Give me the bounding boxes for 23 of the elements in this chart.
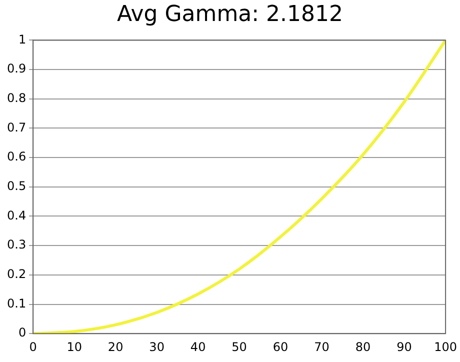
- x-tick-label: 0: [29, 340, 37, 354]
- y-tick-label: 0.9: [6, 62, 26, 76]
- x-tick-label: 20: [108, 340, 124, 354]
- y-tick-label: 0.3: [6, 238, 26, 252]
- y-tick-label: 0.6: [6, 150, 26, 164]
- y-tick-label: 0.1: [6, 296, 26, 310]
- y-tick-label: 0.4: [6, 208, 26, 222]
- y-tick-label: 0.5: [6, 179, 26, 194]
- x-tick-label: 10: [66, 340, 82, 354]
- y-tick-label: 0.8: [6, 91, 26, 106]
- x-tick-label: 50: [232, 340, 247, 354]
- x-tick-label: 40: [190, 340, 206, 354]
- x-tick-label: 60: [272, 340, 288, 354]
- x-tick-label: 100: [434, 340, 457, 354]
- y-tick-label: 0.2: [6, 267, 26, 282]
- x-tick-label: 70: [314, 340, 330, 354]
- x-tick-label: 80: [355, 340, 371, 354]
- chart-title: Avg Gamma: 2.1812: [116, 2, 344, 27]
- y-tick-label: 0.7: [6, 120, 26, 134]
- y-tick-label: 0: [18, 326, 26, 340]
- y-tick-label: 1: [18, 32, 26, 46]
- x-tick-label: 90: [396, 340, 412, 354]
- x-tick-label: 30: [149, 340, 164, 354]
